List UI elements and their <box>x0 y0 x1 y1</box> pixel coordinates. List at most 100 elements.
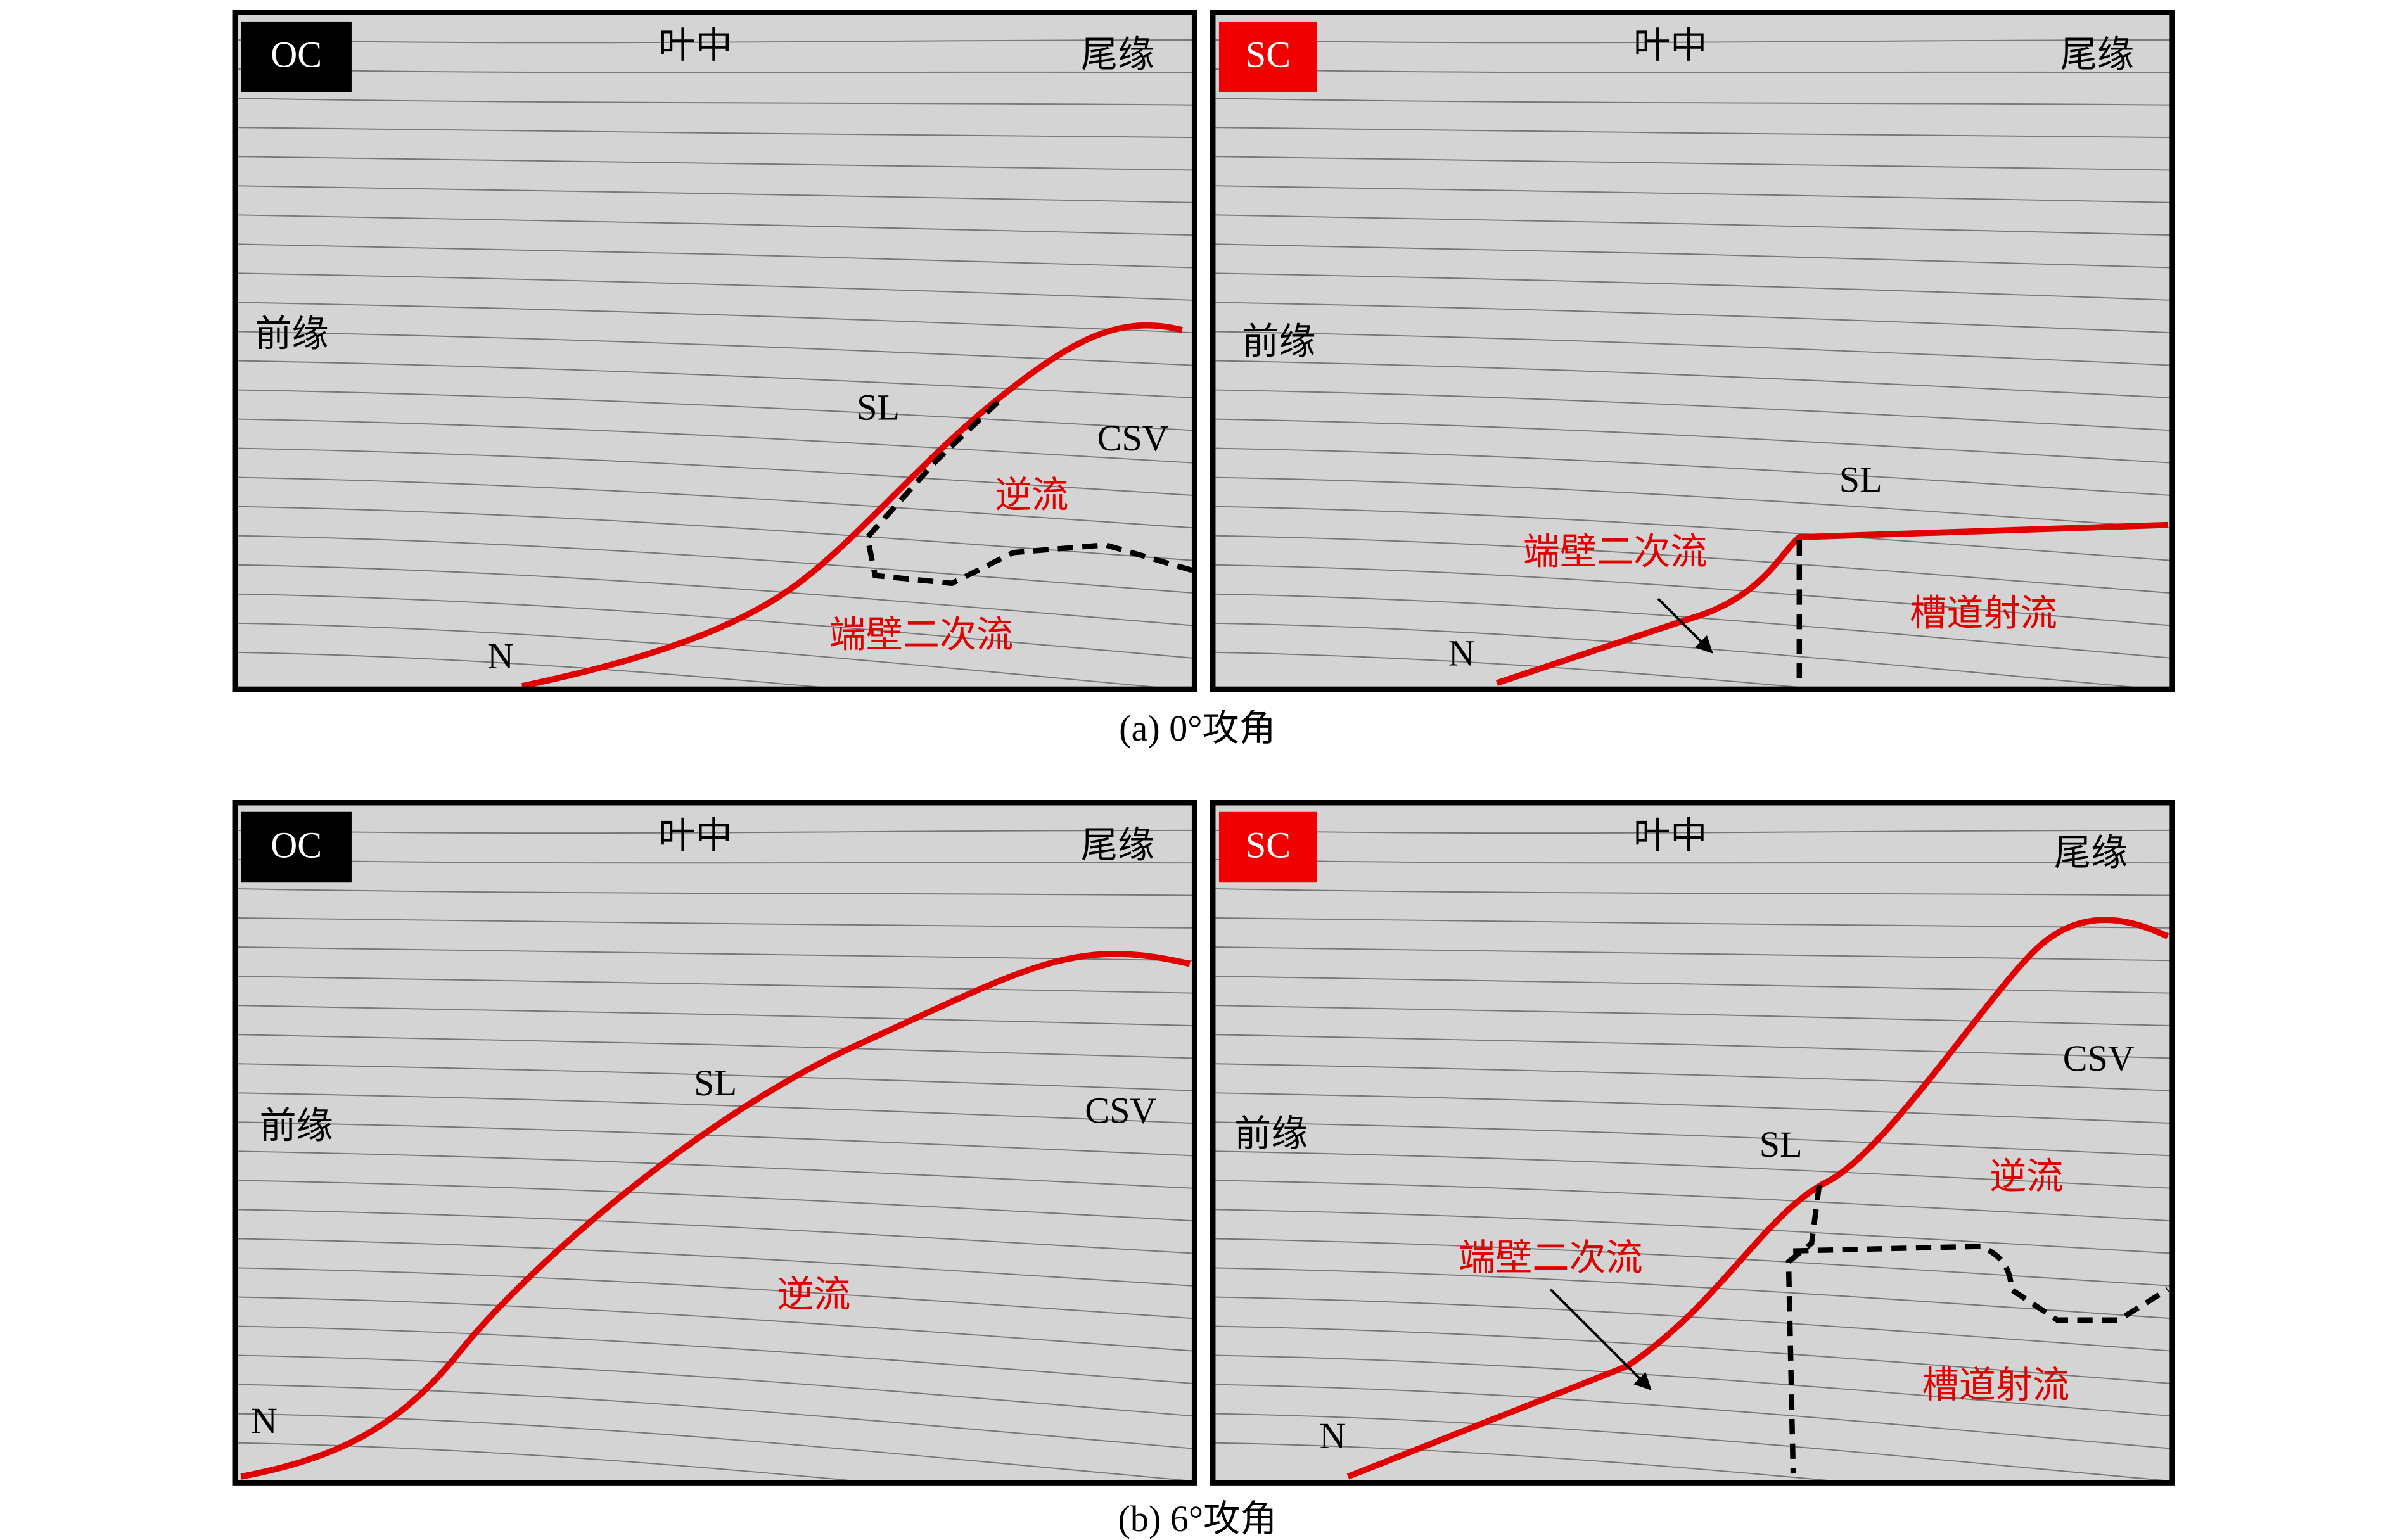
streamline <box>1213 1354 2173 1417</box>
streamline <box>234 917 1195 929</box>
streamline <box>234 1063 1195 1091</box>
label-midspan: 叶中 <box>659 815 732 856</box>
streamline <box>234 1005 1195 1027</box>
streamline <box>234 214 1195 236</box>
label-trailing-edge: 尾缘 <box>2054 832 2128 873</box>
label-leading-edge: 前缘 <box>255 313 328 354</box>
streamline <box>234 888 1195 896</box>
dashed-boundary <box>1785 1185 2169 1474</box>
streamline <box>1213 1442 1860 1483</box>
streamline <box>1213 243 2173 269</box>
badge-bg <box>1218 811 1317 883</box>
label-midspan: 叶中 <box>1633 25 1707 66</box>
streamline <box>234 1092 1195 1124</box>
streamline <box>1213 185 2173 203</box>
streamline <box>234 331 1195 366</box>
badge: OC <box>271 34 322 75</box>
streamline <box>234 1150 1195 1189</box>
streamline <box>1213 389 2173 431</box>
streamline <box>1213 360 2173 399</box>
caption: (a) 0°攻角 <box>1119 708 1276 749</box>
streamlines <box>1213 829 2173 1483</box>
label-slot-jet: 槽道射流 <box>1922 1365 2070 1406</box>
label-leading-edge: 前缘 <box>1234 1113 1308 1154</box>
streamline <box>1213 476 2173 529</box>
dashed-boundary <box>864 400 1195 587</box>
panel-frame <box>1210 10 2175 692</box>
label-node: N <box>1319 1415 1346 1456</box>
label-endwall-flow: 端壁二次流 <box>1523 531 1708 572</box>
streamline <box>1213 1063 2173 1091</box>
label-midspan: 叶中 <box>659 25 732 66</box>
label-endwall-flow: 端壁二次流 <box>1459 1237 1643 1278</box>
badge: SC <box>1246 34 1291 75</box>
label-reverse-flow: 逆流 <box>777 1274 850 1315</box>
panel-bg <box>234 803 1195 1483</box>
streamline <box>1213 1296 2173 1352</box>
panel-frame <box>232 799 1198 1486</box>
arrow <box>1657 597 1713 654</box>
label-trailing-edge: 尾缘 <box>1081 824 1154 865</box>
panel-bg <box>1213 12 2173 689</box>
streamline <box>234 564 1195 627</box>
streamline <box>1213 888 2173 896</box>
streamline <box>234 829 1195 834</box>
streamlines <box>234 829 1195 1483</box>
streamline <box>234 418 1195 464</box>
streamline <box>234 243 1195 269</box>
streamline <box>234 1209 1195 1254</box>
streamline <box>234 1384 1195 1449</box>
streamline <box>1213 272 2173 301</box>
label-node: N <box>1448 632 1475 673</box>
streamline <box>1213 506 2173 561</box>
badge: SC <box>1246 824 1291 865</box>
streamline <box>234 622 1185 689</box>
streamline <box>1213 1325 2173 1385</box>
separation-line <box>1346 917 2169 1480</box>
streamline <box>234 185 1195 203</box>
streamline <box>1213 1413 2173 1482</box>
streamline <box>1213 651 1827 689</box>
streamline <box>234 476 1195 529</box>
streamline <box>234 535 1195 594</box>
separation-line <box>1495 521 2168 686</box>
streamline <box>1213 858 2173 864</box>
streamline <box>234 127 1195 139</box>
panel-bg <box>234 12 1195 689</box>
streamlines <box>234 39 1195 689</box>
streamline <box>1213 214 2173 236</box>
streamline <box>234 360 1195 399</box>
label-reverse-flow: 逆流 <box>1989 1156 2063 1197</box>
streamline <box>1213 331 2173 366</box>
streamline <box>1213 1034 2173 1059</box>
streamline <box>234 1034 1195 1059</box>
panel-frame <box>232 10 1198 692</box>
streamline <box>1213 302 2173 334</box>
streamline <box>234 98 1195 106</box>
panel-frame <box>1210 799 2175 1486</box>
streamline <box>1213 1238 2173 1287</box>
streamline <box>1213 1267 2173 1320</box>
label-separation-line: SL <box>694 1062 737 1104</box>
label-separation-line: SL <box>857 387 900 428</box>
streamline <box>234 858 1195 864</box>
streamline <box>234 39 1195 44</box>
label-separation-line: SL <box>1760 1124 1803 1165</box>
streamline <box>234 1442 881 1483</box>
label-separation-line: SL <box>1839 459 1882 500</box>
badge-bg <box>241 811 352 883</box>
label-vortex: CSV <box>1085 1090 1156 1131</box>
streamline <box>1213 1384 2173 1449</box>
streamline <box>1213 1150 2173 1189</box>
streamline <box>234 1296 1195 1352</box>
label-trailing-edge: 尾缘 <box>2060 34 2134 75</box>
streamlines <box>1213 39 2173 689</box>
streamline <box>1213 1180 2173 1222</box>
badge-bg <box>241 21 352 92</box>
